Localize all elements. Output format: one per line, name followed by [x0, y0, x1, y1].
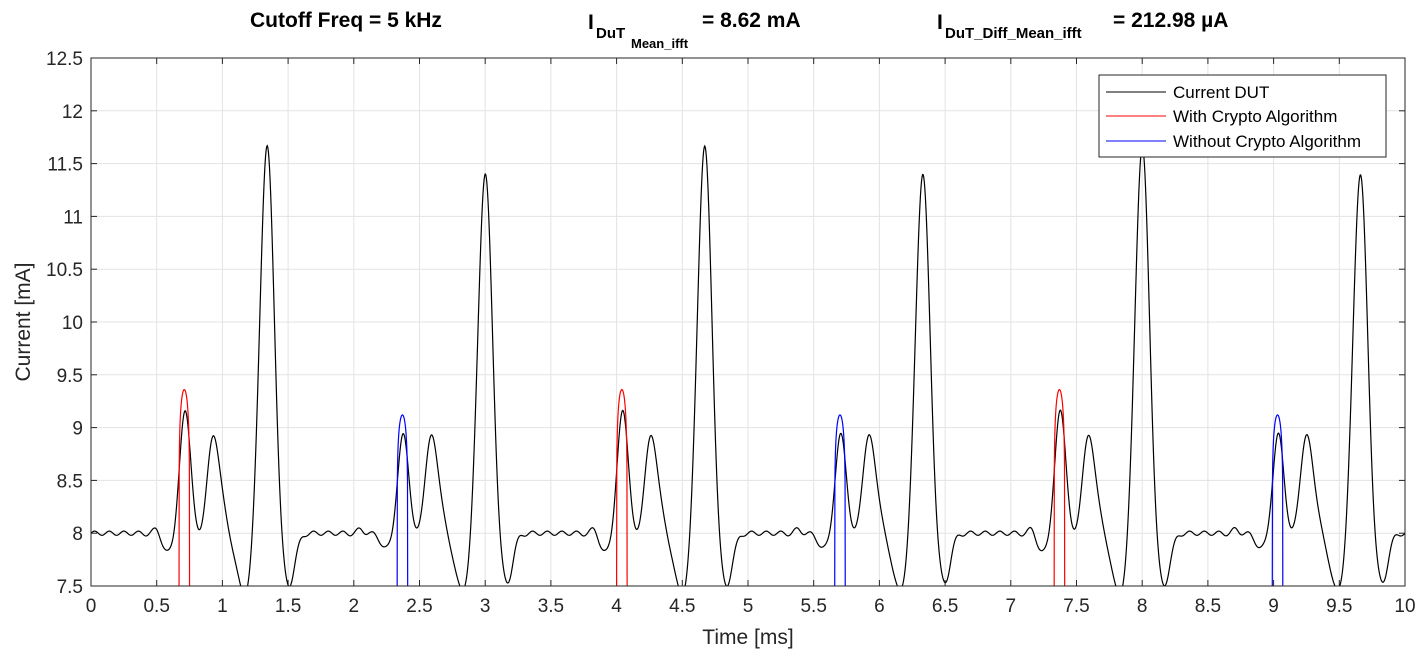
x-axis-label: Time [ms]: [702, 626, 793, 649]
title-diff-prefix: I: [937, 11, 943, 34]
series-layer: [91, 144, 1405, 586]
x-tick-label: 7: [1006, 596, 1017, 617]
x-tick-label: 4.5: [669, 596, 695, 617]
series-current-dut: [91, 144, 1405, 586]
x-tick-label: 3: [480, 596, 491, 617]
y-tick-label: 9: [72, 419, 83, 440]
x-tick-label: 7.5: [1063, 596, 1089, 617]
x-tick-label: 5: [743, 596, 754, 617]
segment-with-crypto: [178, 388, 191, 586]
title-mean-subsub: Mean_ifft: [631, 36, 689, 51]
x-tick-label: 4: [611, 596, 622, 617]
x-tick-label: 5.5: [800, 596, 826, 617]
legend-label-current-dut: Current DUT: [1173, 83, 1269, 102]
x-tick-label: 6.5: [932, 596, 958, 617]
x-tick-label: 8.5: [1195, 596, 1221, 617]
grid: [90, 57, 1406, 587]
title-mean-value: = 8.62 mA: [702, 9, 801, 32]
x-tick-label: 9.5: [1326, 596, 1352, 617]
y-tick-label: 8: [72, 524, 83, 545]
segment-without-crypto: [396, 414, 409, 586]
x-tick-label: 6: [874, 596, 885, 617]
y-tick-labels: 7.5 8 8.5 9 9.5 10 10.5 11 11.5 12 12.5: [46, 49, 83, 598]
title-diff-sub: DuT_Diff_Mean_ifft: [945, 25, 1082, 42]
y-tick-label: 12.5: [46, 49, 83, 70]
x-tick-labels: 0 0.5 1 1.5 2 2.5 3 3.5 4 4.5 5 5.5 6 6.5 7 7.5 8 8.5 9 9.5…: [86, 596, 1416, 617]
title-mean-sub: DuT: [596, 25, 625, 42]
y-tick-label: 11.5: [47, 155, 83, 176]
legend-label-with-crypto: With Crypto Algorithm: [1173, 107, 1337, 126]
axes-box: [90, 57, 1406, 587]
y-tick-label: 10: [62, 313, 83, 334]
segment-with-crypto: [1053, 388, 1066, 586]
y-tick-label: 8.5: [57, 471, 83, 492]
x-tick-label: 8: [1137, 596, 1148, 617]
x-tick-label: 2: [349, 596, 360, 617]
x-tick-label: 1.5: [275, 596, 301, 617]
x-tick-label: 2.5: [406, 596, 432, 617]
x-tick-label: 0.5: [143, 596, 169, 617]
segment-without-crypto: [834, 414, 846, 586]
segment-with-crypto: [616, 388, 628, 586]
y-tick-label: 9.5: [57, 366, 83, 387]
title-diff-value: = 212.98 µA: [1113, 9, 1228, 32]
y-tick-label: 12: [62, 102, 83, 123]
x-tick-label: 9: [1268, 596, 1279, 617]
y-tick-label: 10.5: [46, 260, 83, 281]
legend: Current DUT With Crypto Algorithm Withou…: [1098, 74, 1387, 158]
legend-label-without-crypto: Without Crypto Algorithm: [1173, 132, 1361, 151]
x-tick-label: 1: [217, 596, 228, 617]
x-tick-label: 10: [1394, 596, 1415, 617]
y-tick-label: 7.5: [57, 577, 83, 598]
y-axis-label: Current [mA]: [12, 262, 35, 381]
title-mean-prefix: I: [588, 11, 594, 34]
y-tick-label: 11: [63, 207, 83, 228]
x-tick-label: 0: [86, 596, 97, 617]
x-tick-label: 3.5: [538, 596, 564, 617]
title-cutoff: Cutoff Freq = 5 kHz: [250, 9, 442, 32]
segment-without-crypto: [1271, 414, 1284, 586]
